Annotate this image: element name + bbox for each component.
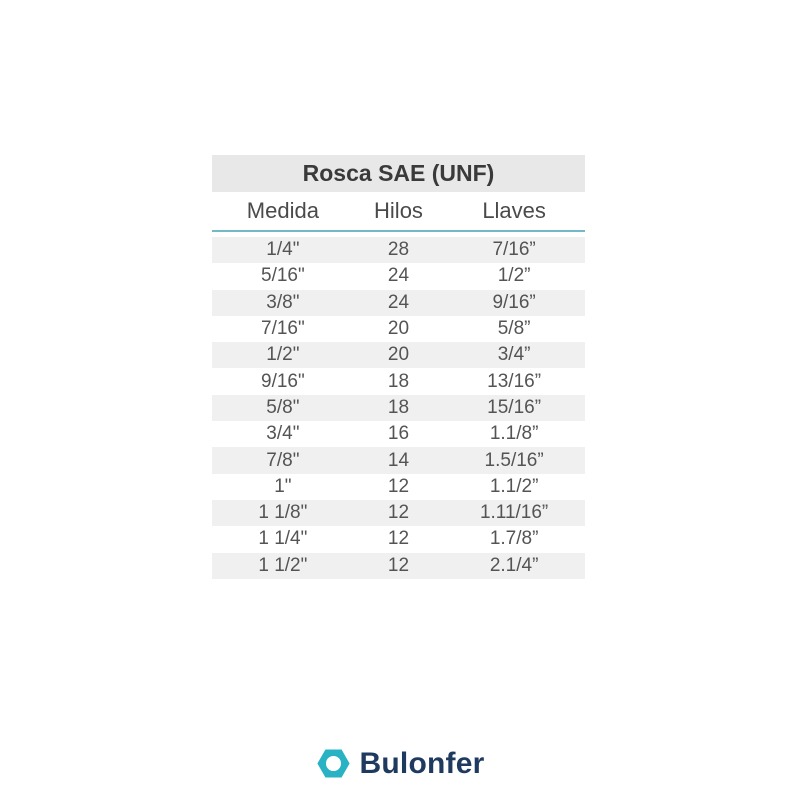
- table-header-row: Medida Hilos Llaves: [212, 192, 585, 232]
- thread-spec-table: Rosca SAE (UNF) Medida Hilos Llaves 1/4"…: [212, 155, 585, 579]
- table-cell: 12: [387, 528, 410, 550]
- table-cell: 7/16”: [492, 239, 536, 261]
- column-header-llaves: Llaves: [482, 198, 546, 223]
- table-row: 1 1/4" 12 1.7/8”: [212, 526, 585, 553]
- table-cell: 1 1/4": [258, 528, 308, 550]
- table-cell: 12: [387, 502, 410, 524]
- table-cell: 7/16": [261, 318, 305, 340]
- table-cell: 15/16”: [487, 396, 542, 418]
- hex-nut-logo-icon: [316, 749, 350, 778]
- table-cell: 1.5/16”: [484, 449, 544, 471]
- table-row: 1/4" 28 7/16”: [212, 237, 585, 264]
- table-cell: 5/8": [266, 396, 300, 418]
- table-row: 3/8" 24 9/16”: [212, 289, 585, 316]
- table-cell: 1 1/8": [258, 502, 308, 524]
- table-cell: 16: [387, 423, 410, 445]
- table-cell: 18: [387, 396, 410, 418]
- table-row: 5/8" 18 15/16”: [212, 394, 585, 422]
- table-cell: 1": [274, 475, 292, 497]
- brand-footer: Bulonfer: [0, 746, 800, 781]
- table-cell: 1.11/16”: [479, 502, 549, 524]
- table-cell: 28: [387, 239, 410, 261]
- brand-name: Bulonfer: [359, 747, 485, 780]
- column-header-medida: Medida: [246, 198, 319, 223]
- table-cell: 1/4": [266, 239, 300, 261]
- table-cell: 20: [387, 344, 410, 366]
- table-cell: 5/16": [261, 265, 305, 287]
- table-cell: 5/8”: [497, 318, 531, 340]
- hexagon-hole: [325, 755, 341, 772]
- table-cell: 7/8": [266, 449, 300, 471]
- table-cell: 1/2”: [497, 265, 531, 287]
- table-cell: 12: [387, 475, 410, 497]
- column-header-hilos: Hilos: [374, 198, 423, 223]
- table-cell: 12: [387, 554, 410, 576]
- table-row: 7/16" 20 5/8”: [212, 315, 585, 343]
- table-row: 1 1/2" 12 2.1/4”: [212, 552, 585, 579]
- table-cell: 9/16”: [492, 291, 536, 313]
- table-cell: 24: [387, 291, 410, 313]
- table-row: 1" 12 1.1/2”: [212, 473, 585, 500]
- table-cell: 1.1/2”: [489, 475, 539, 497]
- table-cell: 18: [387, 370, 410, 392]
- table-body: 1/4" 28 7/16” 5/16" 24 1/2” 3/8" 24 9/16” 7/16" 20…: [212, 237, 585, 579]
- table-row: 5/16" 24 1/2”: [212, 263, 585, 290]
- table-row: 9/16" 18 13/16”: [212, 368, 585, 395]
- table-row: 1 1/8" 12 1.11/16”: [212, 499, 585, 527]
- table-row: 7/8" 14 1.5/16”: [212, 447, 585, 474]
- table-cell: 2.1/4”: [489, 554, 539, 576]
- table-title: Rosca SAE (UNF): [212, 155, 585, 192]
- table-cell: 13/16”: [487, 370, 542, 392]
- table-cell: 1.7/8”: [489, 528, 539, 550]
- table-cell: 1.1/8”: [489, 423, 539, 445]
- table-cell: 24: [387, 265, 410, 287]
- table-cell: 20: [387, 318, 410, 340]
- table-cell: 3/4": [266, 423, 300, 445]
- table-cell: 3/4”: [497, 344, 531, 366]
- table-cell: 1/2": [266, 344, 300, 366]
- table-row: 1/2" 20 3/4”: [212, 342, 585, 369]
- table-cell: 3/8": [266, 291, 300, 313]
- table-cell: 1 1/2": [258, 554, 308, 576]
- table-row: 3/4" 16 1.1/8”: [212, 421, 585, 448]
- table-cell: 9/16": [261, 370, 305, 392]
- table-cell: 14: [387, 449, 410, 471]
